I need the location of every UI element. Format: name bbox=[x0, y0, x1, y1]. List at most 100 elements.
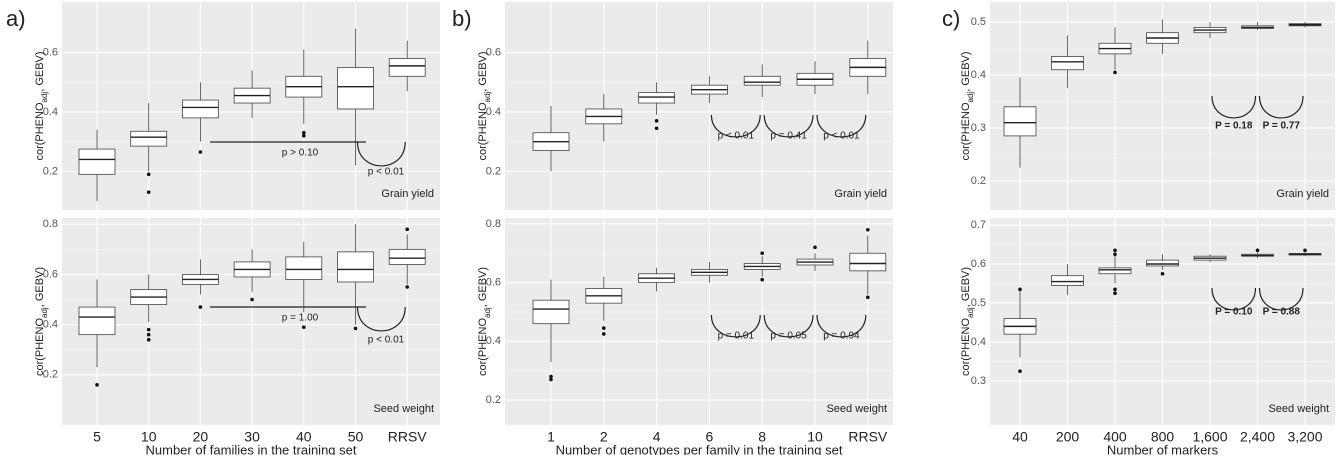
x-tick-label: 800 bbox=[1151, 429, 1175, 445]
comparison-arc bbox=[356, 306, 406, 332]
panel-label: a) bbox=[6, 6, 26, 31]
plot-background bbox=[62, 2, 440, 210]
box bbox=[1146, 259, 1179, 267]
x-tick-label: 40 bbox=[1012, 429, 1028, 445]
outlier bbox=[302, 325, 306, 329]
y-axis-label: cor(PHENOadj, GEBV) bbox=[477, 51, 492, 160]
outlier bbox=[1113, 287, 1117, 292]
outlier bbox=[866, 295, 870, 300]
y-axis-label: cor(PHENOadj, GEBV) bbox=[960, 267, 975, 376]
outlier bbox=[250, 297, 254, 302]
facet-label: Grain yield bbox=[834, 188, 887, 200]
y-tick-label: 0.4 bbox=[486, 335, 501, 347]
outlier bbox=[602, 332, 606, 336]
annotation: p = 1.00 bbox=[282, 313, 319, 324]
y-axis-label-part: adj bbox=[40, 92, 49, 103]
y-tick-label: 0.2 bbox=[486, 165, 501, 177]
comparison-arc bbox=[1211, 287, 1257, 311]
y-tick-label: 0.2 bbox=[43, 165, 58, 177]
box bbox=[532, 299, 570, 325]
annotation: p < 0.01 bbox=[368, 335, 405, 346]
outlier bbox=[602, 326, 606, 330]
outlier bbox=[549, 374, 553, 379]
outlier bbox=[1018, 287, 1022, 292]
y-tick-label: 0.7 bbox=[971, 219, 986, 231]
x-tick-label: 40 bbox=[296, 429, 312, 445]
facet-label: Seed weight bbox=[373, 403, 434, 415]
y-axis-label-part: , GEBV) bbox=[34, 267, 46, 307]
annotation: p < 0.01 bbox=[368, 167, 405, 178]
y-axis-label-part: , GEBV) bbox=[960, 51, 972, 91]
x-tick-label: 2 bbox=[600, 429, 608, 445]
panel: 0.3 0.4 0.5 0.6 0.7 P = 0.10 P = 0.88 Seed weig… bbox=[960, 218, 1335, 457]
y-tick-label: 0.5 bbox=[971, 297, 986, 309]
comparison-arc bbox=[710, 114, 761, 138]
outlier bbox=[146, 327, 151, 332]
outlier bbox=[760, 277, 764, 282]
outlier bbox=[1018, 369, 1022, 374]
box bbox=[130, 130, 168, 147]
y-tick-label: 0.4 bbox=[43, 106, 58, 118]
outlier bbox=[654, 119, 659, 123]
box bbox=[638, 92, 675, 104]
comparison-arc bbox=[763, 314, 814, 338]
y-axis-label: cor(PHENOadj, GEBV) bbox=[960, 51, 975, 160]
annotation: p > 0.10 bbox=[282, 148, 319, 159]
x-tick-label: 1 bbox=[547, 429, 555, 445]
y-tick-label: 0.2 bbox=[971, 175, 986, 187]
panel: 0.2 0.4 0.6 0.8 p = 0.01 p = 0.05 p = 0.94 Seed… bbox=[477, 218, 893, 457]
panel: 0.2 0.4 0.6 p < 0.01 p = 0.41 p < 0.01 Grain y… bbox=[452, 2, 893, 210]
x-axis-label: Number of markers bbox=[1107, 442, 1219, 455]
box bbox=[78, 306, 116, 336]
annotation: p = 0.01 bbox=[718, 331, 755, 342]
y-tick-label: 0.6 bbox=[43, 46, 58, 58]
comparison-arc bbox=[763, 114, 814, 138]
y-tick-label: 0.5 bbox=[971, 16, 986, 28]
box bbox=[388, 58, 426, 77]
x-tick-label: 400 bbox=[1103, 429, 1127, 445]
comparison-arc bbox=[816, 114, 867, 138]
box bbox=[337, 251, 374, 283]
outlier bbox=[405, 227, 410, 232]
y-tick-label: 0.6 bbox=[486, 277, 501, 289]
comparison-arc bbox=[1211, 95, 1257, 119]
annotation: P = 0.18 bbox=[1215, 121, 1253, 132]
y-axis-label-part: adj bbox=[966, 92, 975, 103]
box bbox=[1051, 56, 1084, 71]
y-axis-label-part: , GEBV) bbox=[34, 51, 46, 91]
box bbox=[743, 75, 781, 86]
outlier bbox=[198, 150, 203, 154]
annotation: p = 0.05 bbox=[770, 331, 807, 342]
x-tick-label: 5 bbox=[93, 429, 101, 445]
y-tick-label: 0.8 bbox=[43, 218, 58, 230]
box bbox=[849, 252, 887, 272]
y-axis-label-part: adj bbox=[483, 307, 492, 318]
y-axis-label-part: adj bbox=[40, 307, 49, 318]
panel-label: b) bbox=[452, 6, 472, 31]
comparison-arc bbox=[356, 141, 406, 167]
annotation: p = 0.41 bbox=[770, 131, 807, 142]
outlier bbox=[1113, 252, 1117, 257]
box bbox=[1003, 106, 1037, 137]
y-axis-label-part: cor(PHENO bbox=[34, 102, 46, 161]
panel-label: c) bbox=[942, 6, 960, 31]
outlier bbox=[813, 245, 817, 250]
outlier bbox=[1113, 291, 1117, 296]
x-axis-label: Number of families in the training set bbox=[146, 442, 357, 455]
facet-label: Seed weight bbox=[1268, 403, 1329, 415]
y-axis-label-part: cor(PHENO bbox=[960, 102, 972, 161]
comparison-arc bbox=[710, 314, 761, 338]
plot-background bbox=[505, 218, 893, 425]
box bbox=[78, 148, 116, 175]
outlier bbox=[95, 383, 99, 387]
x-tick-label: 200 bbox=[1056, 429, 1080, 445]
x-tick-label: RRSV bbox=[848, 429, 888, 445]
x-tick-label: 2,400 bbox=[1240, 429, 1275, 445]
y-axis-label-part: , GEBV) bbox=[477, 51, 489, 91]
annotation: P = 0.77 bbox=[1263, 121, 1301, 132]
y-tick-label: 0.6 bbox=[971, 258, 986, 270]
comparison-arc bbox=[1258, 287, 1304, 311]
panel: 0.2 0.4 0.6 0.8 p = 1.00 p < 0.01 Seed weight c… bbox=[34, 218, 440, 457]
y-axis-label-part: cor(PHENO bbox=[477, 102, 489, 161]
x-tick-label: 30 bbox=[244, 429, 260, 445]
